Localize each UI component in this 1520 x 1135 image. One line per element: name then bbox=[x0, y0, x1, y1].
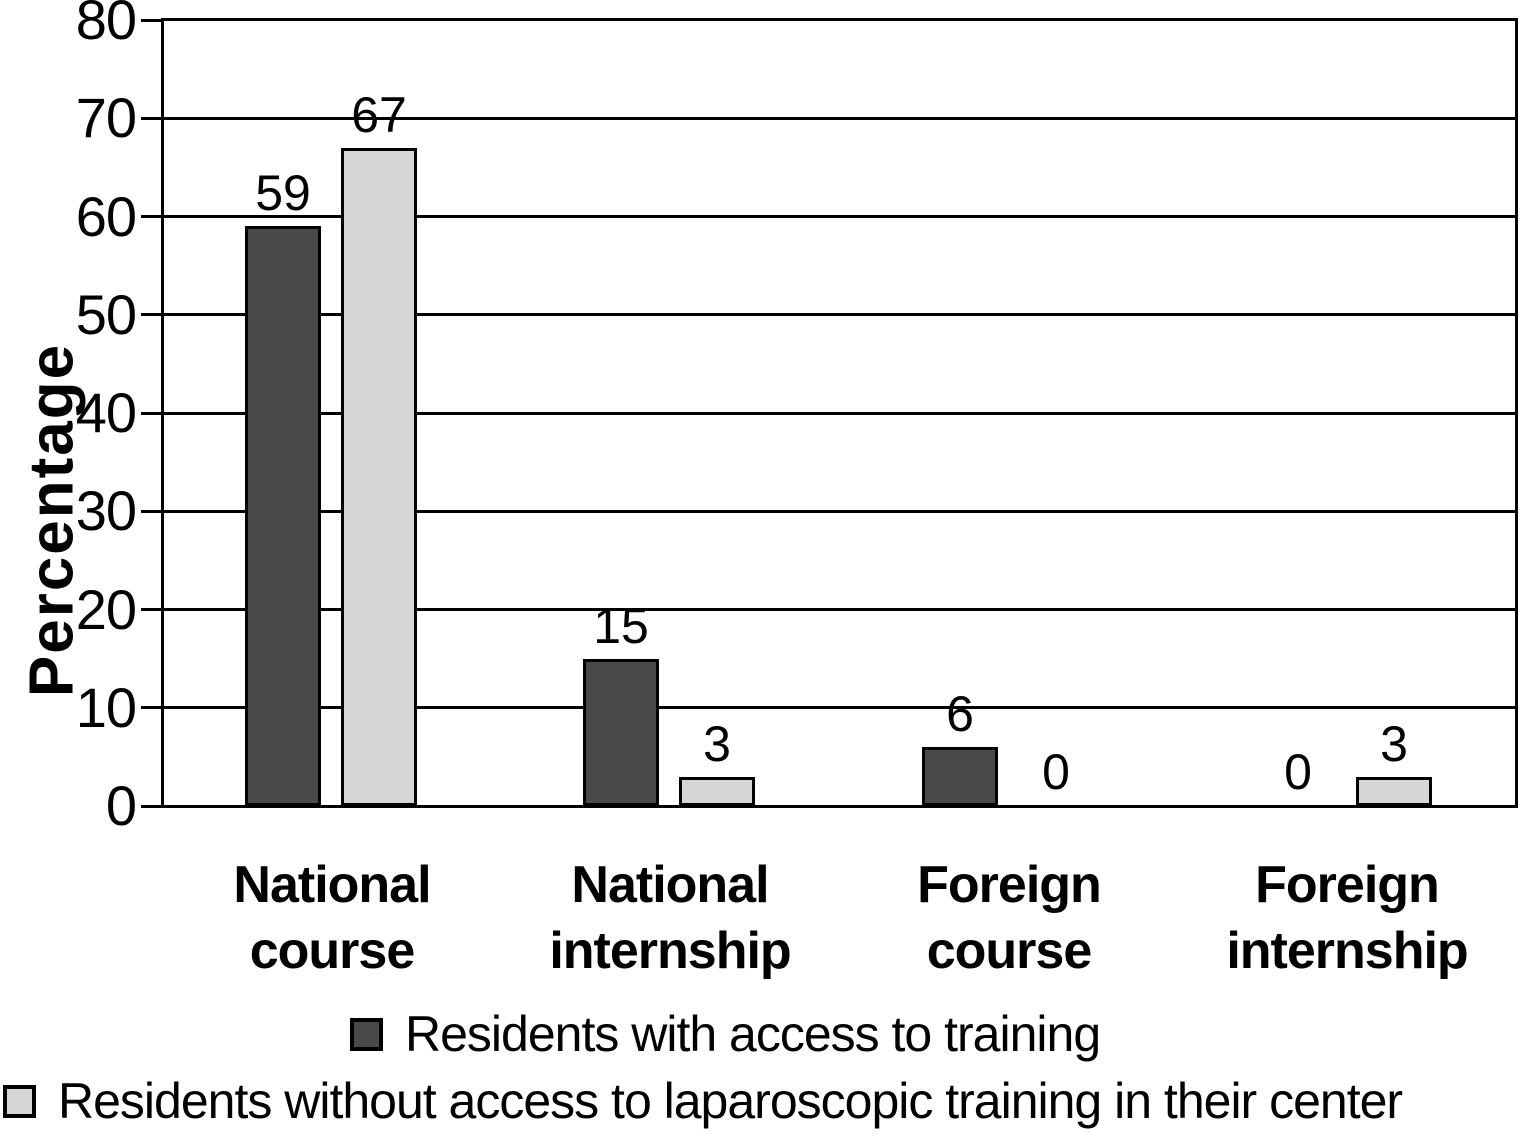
gridline bbox=[163, 313, 1516, 316]
bar-value-label: 3 bbox=[1380, 716, 1408, 772]
y-tick-label: 70 bbox=[75, 86, 137, 149]
bar bbox=[341, 148, 417, 806]
y-tick-label: 20 bbox=[75, 578, 137, 641]
bar-value-label: 59 bbox=[255, 165, 311, 221]
legend-swatch-icon bbox=[350, 1017, 383, 1051]
bar-value-label: 6 bbox=[946, 686, 974, 742]
y-tick-label: 10 bbox=[75, 676, 137, 739]
y-axis-tick bbox=[141, 215, 163, 218]
y-tick-label: 30 bbox=[75, 479, 137, 542]
legend-item: Residents with access to training bbox=[350, 1006, 1101, 1062]
y-tick-label: 50 bbox=[75, 283, 137, 346]
y-axis-tick bbox=[141, 117, 163, 120]
legend-item: Residents without access to laparoscopic… bbox=[3, 1073, 1403, 1129]
gridline bbox=[163, 706, 1516, 709]
category-label: Foreign course bbox=[917, 856, 1102, 980]
bar bbox=[679, 777, 755, 806]
y-tick-label: 40 bbox=[75, 381, 137, 444]
y-axis-tick bbox=[141, 608, 163, 611]
y-axis-tick bbox=[141, 706, 163, 709]
bar bbox=[245, 226, 321, 806]
y-tick-label: 60 bbox=[75, 185, 137, 248]
bar bbox=[1356, 777, 1432, 806]
y-axis-tick bbox=[141, 412, 163, 415]
bar-value-label: 3 bbox=[703, 716, 731, 772]
bar-value-label: 0 bbox=[1284, 744, 1312, 800]
bar bbox=[583, 659, 659, 806]
legend-swatch-icon bbox=[3, 1084, 36, 1118]
category-label: National internship bbox=[549, 856, 791, 980]
gridline bbox=[163, 215, 1516, 218]
legend-label: Residents without access to laparoscopic… bbox=[58, 1073, 1403, 1129]
y-axis-tick bbox=[141, 19, 163, 22]
category-label: National course bbox=[233, 856, 431, 980]
gridline bbox=[163, 412, 1516, 415]
legend-label: Residents with access to training bbox=[405, 1006, 1101, 1062]
y-tick-label: 80 bbox=[75, 0, 137, 51]
y-axis-tick bbox=[141, 805, 163, 808]
y-axis-tick bbox=[141, 313, 163, 316]
bar-value-label: 67 bbox=[351, 87, 407, 143]
bar-value-label: 0 bbox=[1042, 744, 1070, 800]
y-axis-tick bbox=[141, 510, 163, 513]
y-tick-label: 0 bbox=[105, 774, 137, 837]
category-label: Foreign internship bbox=[1226, 856, 1468, 980]
gridline bbox=[163, 510, 1516, 513]
gridline bbox=[163, 117, 1516, 120]
gridline bbox=[163, 608, 1516, 611]
bar-value-label: 15 bbox=[593, 598, 649, 654]
bar bbox=[922, 747, 998, 806]
